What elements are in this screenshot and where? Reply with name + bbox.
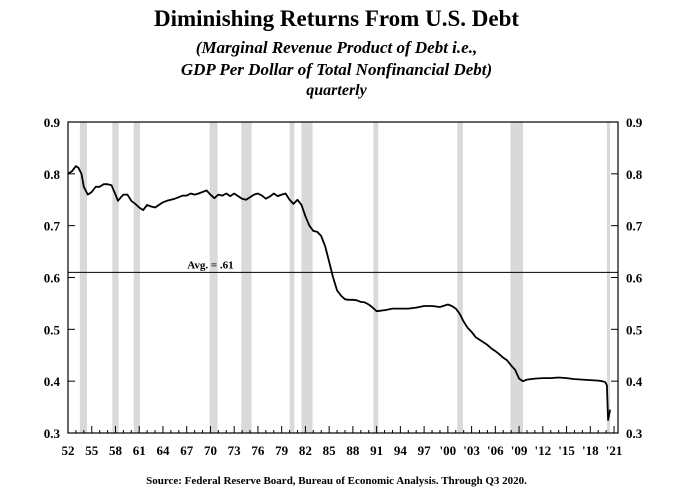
x-tick-label: 97 — [418, 443, 432, 458]
recession-band-10 — [606, 122, 611, 433]
x-tick-label: 91 — [370, 443, 383, 458]
x-tick-label: 52 — [62, 443, 75, 458]
x-tick-label: '21 — [606, 443, 623, 458]
y-tick-label-left: 0.9 — [44, 115, 61, 130]
x-tick-label: 58 — [109, 443, 123, 458]
chart-title: Diminishing Returns From U.S. Debt — [153, 6, 520, 31]
recession-band-3 — [209, 122, 218, 433]
recession-band-0 — [79, 122, 87, 433]
x-tick-label: '03 — [463, 443, 480, 458]
x-tick-label: '18 — [582, 443, 599, 458]
x-tick-label: 73 — [228, 443, 242, 458]
y-tick-label-right: 0.8 — [626, 167, 643, 182]
recession-band-7 — [373, 122, 379, 433]
x-tick-label: 70 — [204, 443, 217, 458]
recession-band-5 — [289, 122, 295, 433]
plot-frame — [67, 121, 619, 434]
x-tick-label: 82 — [299, 443, 312, 458]
y-tick-label-right: 0.3 — [626, 426, 643, 441]
y-tick-label-right: 0.5 — [626, 322, 643, 337]
chart-subtitle-line-3: quarterly — [306, 82, 367, 99]
y-tick-label-left: 0.3 — [44, 426, 61, 441]
y-tick-label-right: 0.6 — [626, 271, 643, 286]
y-tick-label-left: 0.6 — [44, 271, 61, 286]
recession-band-8 — [457, 122, 463, 433]
series-line — [67, 165, 611, 421]
x-tick-label: 85 — [323, 443, 337, 458]
y-tick-label-left: 0.7 — [44, 219, 61, 234]
y-tick-label-right: 0.7 — [626, 219, 643, 234]
x-axis-ticks: 52 55 58 61 64 67 70 73 76 79 82 85 88 91 94 97 '00 '03 '0… — [62, 426, 623, 458]
x-tick-label: 67 — [180, 443, 194, 458]
y-axis-ticks: 0.3 0.3 0.4 0.4 0.5 0.5 0.6 0.6 0.7 0.7 0.8 0.8 0.9 0… — [44, 115, 643, 441]
x-tick-label: 76 — [251, 443, 265, 458]
y-tick-label-right: 0.4 — [626, 374, 643, 389]
y-tick-label-left: 0.4 — [44, 374, 61, 389]
x-tick-label: '00 — [440, 443, 457, 458]
x-tick-label: 61 — [133, 443, 146, 458]
chart-subtitle-line-1: (Marginal Revenue Product of Debt i.e., — [195, 38, 478, 57]
x-tick-label: 64 — [156, 443, 170, 458]
chart-subtitle-line-2: GDP Per Dollar of Total Nonfinancial Deb… — [180, 60, 493, 79]
x-tick-label: 94 — [394, 443, 408, 458]
x-tick-label: '12 — [535, 443, 552, 458]
recession-band-4 — [241, 122, 252, 433]
x-tick-label: '09 — [511, 443, 528, 458]
x-tick-label: '15 — [558, 443, 575, 458]
y-tick-label-left: 0.5 — [44, 322, 61, 337]
y-tick-label-left: 0.8 — [44, 167, 61, 182]
average-reference-label: Avg. = .61 — [187, 259, 233, 271]
x-tick-label: 55 — [85, 443, 99, 458]
recession-band-9 — [510, 122, 524, 433]
x-tick-label: 88 — [346, 443, 360, 458]
source-note: Source: Federal Reserve Board, Bureau of… — [146, 475, 527, 487]
recession-band-1 — [112, 122, 119, 433]
recession-band-2 — [133, 122, 141, 433]
x-tick-label: '06 — [487, 443, 504, 458]
recession-band-6 — [301, 122, 313, 433]
x-tick-label: 79 — [275, 443, 289, 458]
y-tick-label-right: 0.9 — [626, 115, 643, 130]
recession-bands — [79, 122, 611, 433]
